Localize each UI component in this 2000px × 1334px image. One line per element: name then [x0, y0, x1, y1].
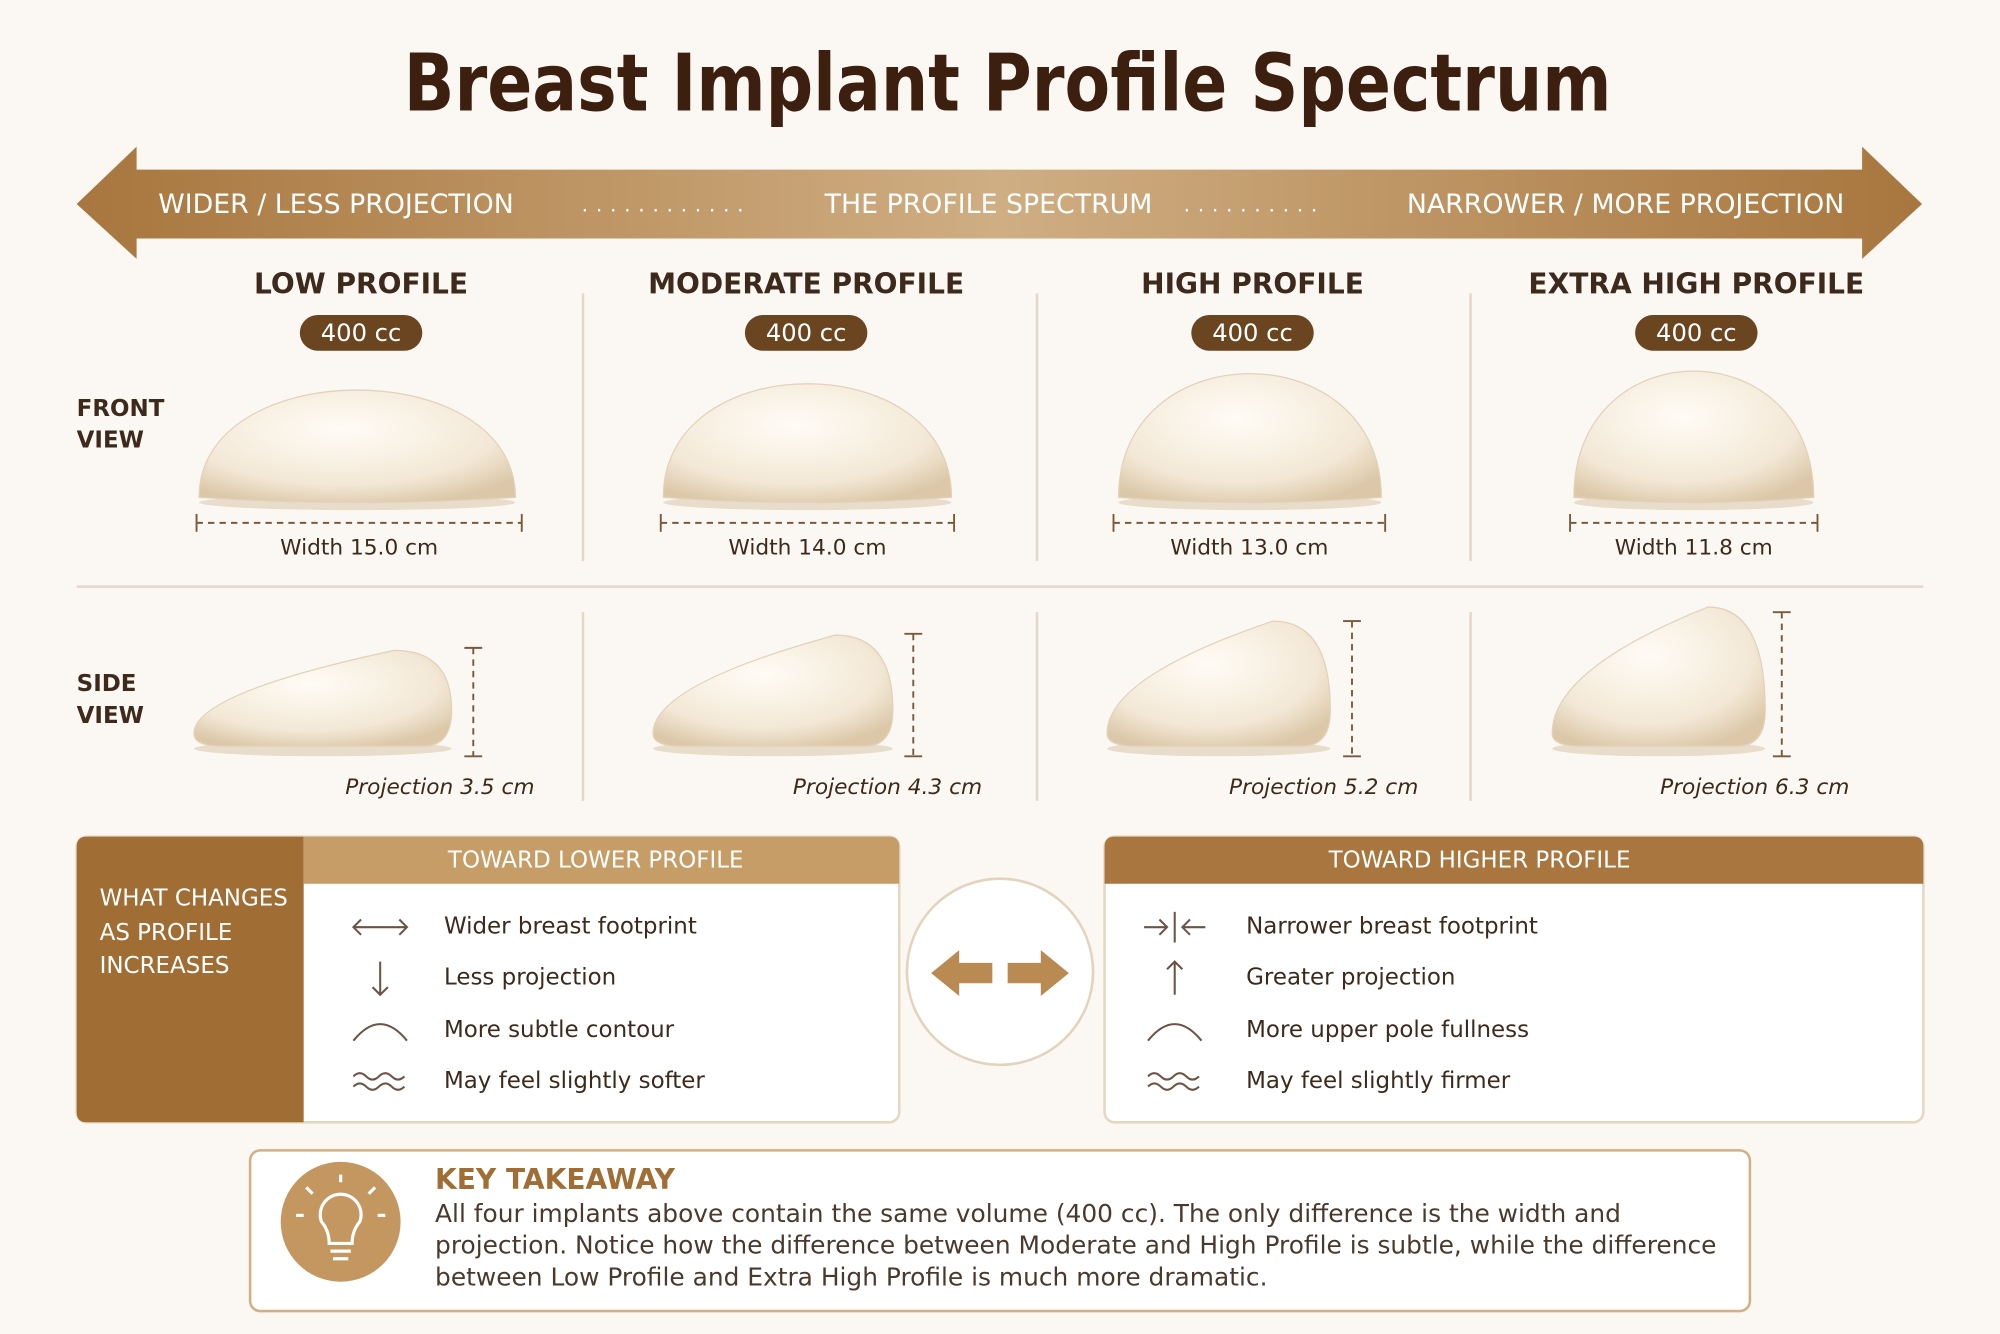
- change-item: More upper pole fullness: [1246, 1017, 1529, 1043]
- profile-name: MODERATE PROFILE: [648, 268, 964, 301]
- title: Breast Implant Profile Spectrum: [404, 38, 1612, 130]
- icon: [1147, 1023, 1203, 1042]
- front-implant: [1573, 370, 1815, 504]
- icon: [351, 918, 409, 936]
- side-label: SIDE VIEW: [76, 670, 144, 730]
- higher-title: TOWARD HIGHER PROFILE: [1328, 847, 1631, 873]
- profile-name: EXTRA HIGH PROFILE: [1528, 268, 1864, 301]
- width-label: Width 14.0 cm: [728, 535, 886, 560]
- change-item: More subtle contour: [444, 1017, 675, 1043]
- volume: 400 cc: [1212, 319, 1293, 347]
- volume: 400 cc: [1656, 319, 1737, 347]
- icon: [1166, 960, 1184, 995]
- changes-panel: [76, 836, 304, 1123]
- changes-label: WHAT CHANGES AS PROFILE INCREASES: [99, 885, 288, 980]
- volume-pill: [1191, 315, 1314, 351]
- front-label: FRONT VIEW: [76, 395, 165, 455]
- projection-label: Projection 6.3 cm: [1660, 775, 1849, 800]
- front-implant: [198, 389, 517, 504]
- dots: ..........: [1184, 192, 1325, 216]
- volume: 400 cc: [766, 319, 847, 347]
- front-implant: [662, 383, 953, 504]
- change-item: Narrower breast footprint: [1246, 914, 1538, 940]
- change-item: Wider breast footprint: [444, 914, 697, 940]
- icon: [1144, 911, 1206, 943]
- center-circle: [905, 877, 1095, 1067]
- width-label: Width 13.0 cm: [1170, 535, 1328, 560]
- front-implant: [1117, 373, 1382, 504]
- side-label-wrap: SIDE VIEW: [76, 670, 144, 730]
- icon: [371, 961, 389, 997]
- takeaway-title: KEY TAKEAWAY: [435, 1163, 676, 1196]
- spectrum-right: NARROWER / MORE PROJECTION: [1407, 189, 1844, 220]
- higher-header: [1104, 836, 1924, 884]
- change-item: Greater projection: [1246, 965, 1455, 991]
- volume-pill: [299, 315, 423, 351]
- lower-header: [303, 836, 900, 884]
- side-implant: [193, 649, 453, 747]
- dots: ............: [582, 192, 752, 216]
- side-implant: [652, 634, 894, 747]
- changes-label-wrap: WHAT CHANGES AS PROFILE INCREASES: [99, 885, 288, 980]
- side-implant: [1551, 606, 1766, 747]
- change-item: May feel slightly firmer: [1246, 1068, 1511, 1094]
- lower-title: TOWARD LOWER PROFILE: [447, 847, 744, 873]
- volume-pill: [744, 315, 868, 351]
- change-item: Less projection: [444, 965, 616, 991]
- bulb-icon: [296, 1174, 386, 1261]
- icon: [352, 1023, 408, 1042]
- spectrum-center: THE PROFILE SPECTRUM: [824, 189, 1153, 220]
- change-item: May feel slightly softer: [444, 1068, 705, 1094]
- projection-label: Projection 4.3 cm: [793, 775, 982, 800]
- takeaway-box: [248, 1149, 1752, 1313]
- spectrum-left: WIDER / LESS PROJECTION: [158, 189, 513, 220]
- volume-pill: [1635, 315, 1758, 351]
- takeaway-wrap: All four implants above contain the same…: [435, 1198, 1717, 1292]
- left-arrow-icon: [931, 950, 993, 997]
- side-implant: [1106, 620, 1331, 747]
- front-label-wrap: FRONT VIEW: [76, 395, 165, 455]
- right-arrow-icon: [1007, 950, 1069, 997]
- width-label: Width 11.8 cm: [1615, 535, 1773, 560]
- icon: [352, 1072, 406, 1091]
- volume: 400 cc: [321, 319, 402, 347]
- icon: [1147, 1072, 1200, 1091]
- projection-label: Projection 3.5 cm: [345, 775, 534, 800]
- projection-label: Projection 5.2 cm: [1229, 775, 1418, 800]
- width-label: Width 15.0 cm: [280, 535, 438, 560]
- profile-name: LOW PROFILE: [254, 268, 468, 301]
- profile-name: HIGH PROFILE: [1141, 268, 1364, 301]
- spectrum-arrow: [76, 146, 1923, 259]
- takeaway-text: All four implants above contain the same…: [435, 1198, 1717, 1292]
